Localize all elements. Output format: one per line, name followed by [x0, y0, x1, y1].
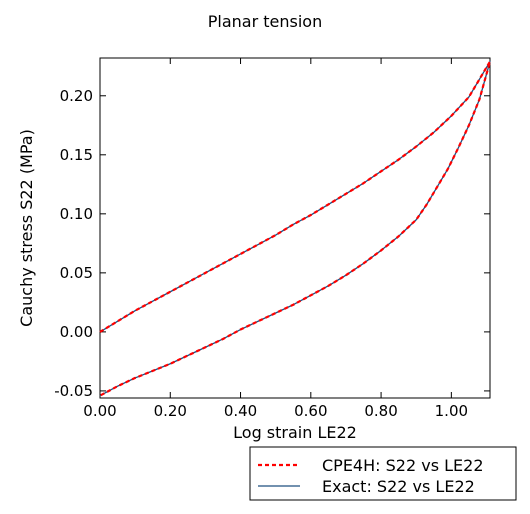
x-tick-label: 0.00 [83, 402, 116, 420]
x-axis-label: Log strain LE22 [233, 423, 357, 442]
y-tick-label: 0.15 [60, 146, 93, 164]
legend-box [249, 446, 517, 501]
x-tick-label: 1.00 [435, 402, 468, 420]
x-tick-label: 0.60 [294, 402, 327, 420]
y-tick-label: 0.20 [60, 87, 93, 105]
x-axis-ticks: 0.00 0.20 0.40 0.60 0.80 1.00 [83, 58, 468, 420]
y-tick-label: -0.05 [54, 382, 93, 400]
legend-label-exact: Exact: S22 vs LE22 [322, 477, 475, 496]
y-tick-label: 0.10 [60, 205, 93, 223]
y-axis-ticks: -0.05 0.00 0.05 0.10 0.15 0.20 [54, 87, 490, 400]
y-tick-label: 0.05 [60, 264, 93, 282]
y-tick-label: 0.00 [60, 323, 93, 341]
chart-title: Planar tension [207, 12, 323, 31]
series-line-cpe4h [99, 60, 492, 397]
legend: CPE4H: S22 vs LE22 Exact: S22 vs LE22 [249, 446, 517, 501]
x-tick-label: 0.80 [364, 402, 397, 420]
plot-area [99, 57, 491, 399]
legend-label-cpe4h: CPE4H: S22 vs LE22 [322, 456, 484, 475]
x-tick-label: 0.40 [224, 402, 257, 420]
x-tick-label: 0.20 [154, 402, 187, 420]
series-layer [99, 60, 492, 397]
y-axis-label: Cauchy stress S22 (MPa) [17, 129, 36, 327]
